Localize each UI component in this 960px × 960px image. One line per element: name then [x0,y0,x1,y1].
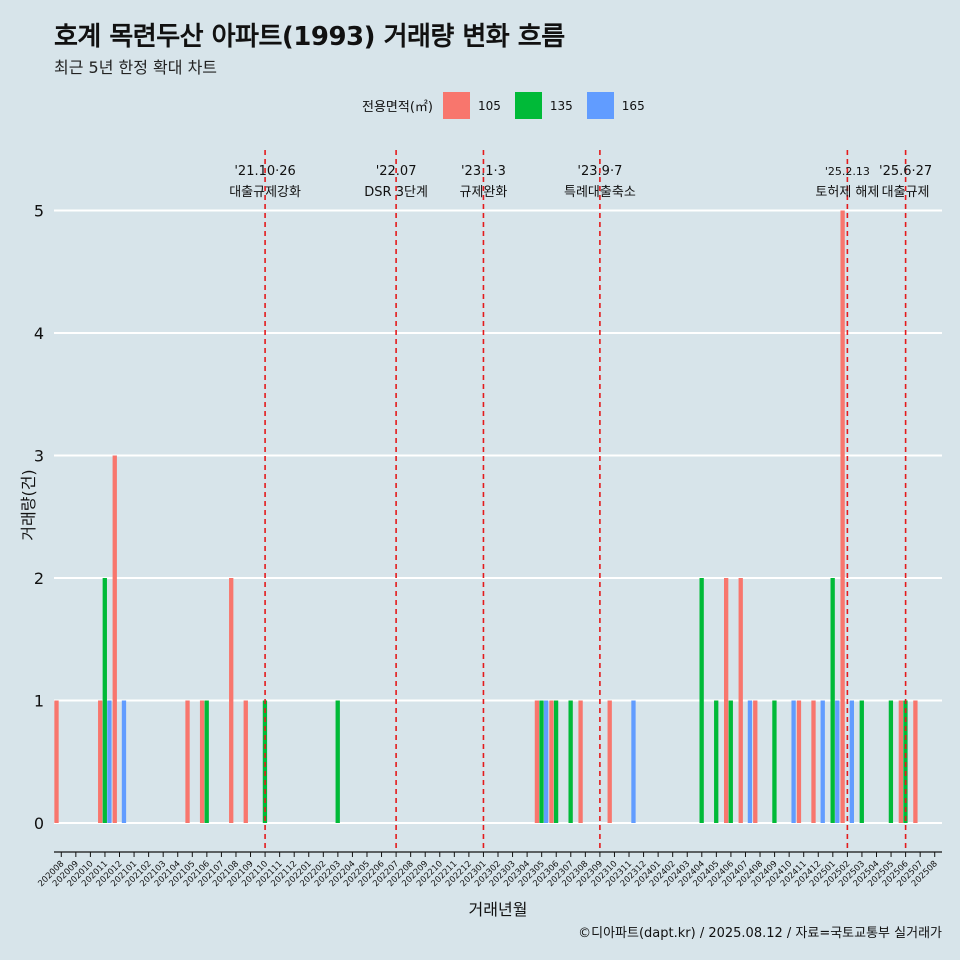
bar-135-202106 [204,700,209,823]
bar-135-202506 [903,700,908,823]
bar-135-202203 [335,700,340,823]
event-label: 토허제 해제 [815,185,879,200]
bar-165-202407 [747,700,753,823]
y-tick-label: 0 [34,814,44,833]
bar-105-202411 [796,700,802,823]
bar-165-202311 [631,700,636,823]
bar-135-202501 [830,578,835,823]
bar-135-202306 [553,700,559,823]
event-date: '23.1·3 [461,164,506,179]
legend-label-105: 105 [477,98,501,113]
event-date: '23.9·7 [577,164,622,179]
bar-105-202506 [898,700,904,823]
y-tick-label: 4 [34,324,44,343]
legend-swatch-135 [514,92,542,119]
legend-swatch-165 [586,92,614,119]
legend-label-165: 165 [621,98,645,113]
y-tick-label: 5 [34,202,44,221]
bar-135-202505 [888,700,894,823]
bar-135-202307 [568,700,573,823]
bar-105-202507 [913,700,918,823]
bar-135-202503 [859,700,864,823]
bar-135-202406 [728,700,733,823]
event-date: '21.10·26 [234,164,295,179]
bar-105-202407 [738,578,743,823]
bar-105-202306 [549,700,554,823]
chart-title: 호계 목련두산 아파트(1993) 거래량 변화 흐름 [54,22,565,52]
bar-165-202412 [820,700,825,823]
bar-135-202011 [102,578,107,823]
y-tick-label: 3 [34,447,44,466]
event-label: 대출규제 [882,185,930,200]
bar-165-202501 [835,700,840,823]
legend: 전용면적(㎡) 105 135 165 [362,92,659,119]
legend-item-135: 135 [514,92,579,119]
x-axis-title: 거래년월 [469,900,528,919]
event-date: '22.07 [376,164,417,179]
source-caption: ©디아파트(dapt.kr) / 2025.08.12 / 자료=국토교통부 실… [578,926,942,941]
bar-165-202012 [121,700,127,823]
bar-105-202408 [753,700,758,823]
bar-135-202404 [699,578,704,823]
event-label: 규제완화 [460,185,508,200]
bar-105-202108 [229,578,234,823]
legend-swatch-105 [442,92,470,119]
legend-label-135: 135 [549,98,573,113]
bar-105-202310 [607,700,612,823]
bar-105-202412 [811,700,816,823]
event-label: DSR 3단계 [364,185,428,200]
bar-105-202105 [185,700,190,823]
bar-105-202502 [840,210,845,823]
y-tick-label: 1 [34,692,44,711]
bar-105-202406 [724,578,729,823]
bar-135-202405 [714,700,719,823]
legend-item-105: 105 [442,92,507,119]
bar-135-202409 [772,700,777,823]
event-date: '25.2.13 [825,165,870,178]
event-label: 특례대출축소 [564,185,636,200]
bar-105-202308 [578,700,583,823]
bar-165-202305 [543,700,549,823]
bar-105-202106 [199,700,205,823]
bar-105-202012 [112,455,117,823]
bar-105-202109 [243,700,248,823]
y-tick-label: 2 [34,569,44,588]
event-date: '25.6·27 [879,164,932,179]
y-axis-title: 거래량(건) [19,469,38,540]
legend-item-165: 165 [586,92,651,119]
bar-165-202502 [849,700,854,823]
bar-105-202008 [54,700,59,823]
bar-135-202110 [262,700,268,823]
chart-subtitle: 최근 5년 한정 확대 차트 [54,58,218,77]
bar-165-202011 [107,700,112,823]
bar-135-202305 [539,700,544,823]
bar-105-202011 [98,700,103,823]
legend-title: 전용면적(㎡) [362,100,433,115]
event-label: 대출규제강화 [229,185,301,200]
bar-165-202410 [791,700,796,823]
bar-105-202305 [534,700,540,823]
